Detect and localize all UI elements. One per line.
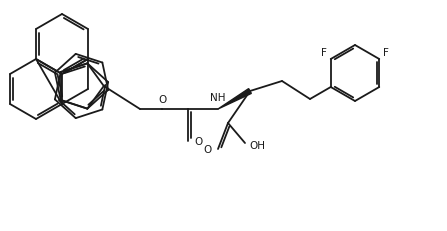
Text: O: O [204,144,212,154]
Text: O: O [158,94,166,105]
Text: NH: NH [210,93,226,103]
Text: F: F [383,48,389,58]
Text: F: F [321,48,327,58]
Polygon shape [218,89,251,109]
Text: OH: OH [249,140,265,150]
Text: O: O [194,137,202,146]
